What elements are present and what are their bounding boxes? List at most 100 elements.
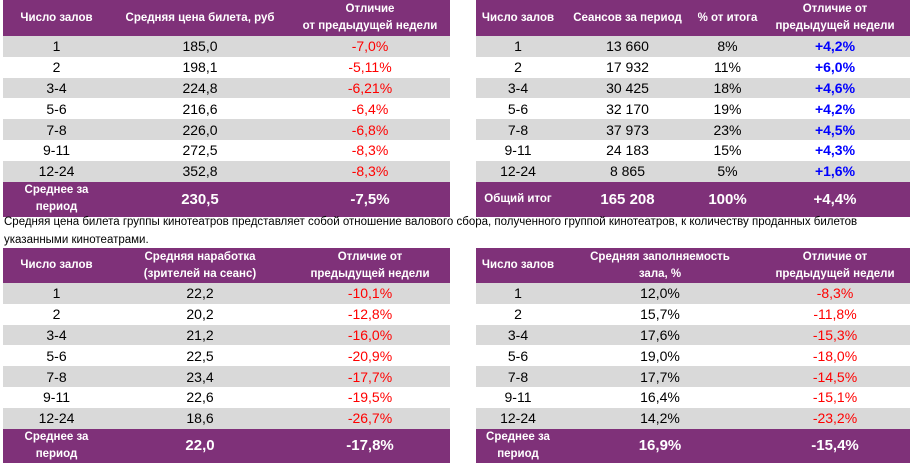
table-cell: -15,3% [760, 324, 910, 346]
avg-attendance-table: Число залов Средняя наработка (зрителей н… [3, 248, 450, 463]
table-row: 3-4 21,2 -16,0% [3, 324, 450, 346]
table-cell: 24 183 [560, 139, 695, 161]
total-cell: Среднее за период [3, 428, 110, 463]
table-cell: 2 [3, 303, 110, 325]
table-cell: 7-8 [476, 119, 560, 140]
table-row: 12-24 352,8 -8,3% [3, 160, 450, 182]
table-cell: 352,8 [110, 160, 290, 182]
table-cell: 12-24 [476, 160, 560, 182]
table-cell: 8% [695, 36, 760, 57]
table-cell: -6,8% [290, 119, 450, 140]
table-cell: 23,4 [110, 366, 290, 387]
table-cell: +4,5% [760, 119, 910, 140]
column-header: Отличие от предыдущей недели [760, 0, 910, 36]
table-cell: 17,7% [560, 366, 760, 387]
total-cell: -7,5% [290, 181, 450, 217]
total-cell: Среднее за период [3, 181, 110, 217]
table-row: 12-24 14,2% -23,2% [476, 407, 910, 429]
table-row: 2 198,1 -5,11% [3, 56, 450, 78]
table-cell: 5-6 [476, 98, 560, 120]
table-cell: 2 [476, 56, 560, 78]
total-cell: -15,4% [760, 428, 910, 463]
table-row: 3-4 224,8 -6,21% [3, 77, 450, 99]
total-cell: 100% [695, 181, 760, 217]
table-cell: 7-8 [3, 366, 110, 387]
avg-ticket-price-table: Число залов Средняя цена билета, руб Отлич… [3, 0, 450, 217]
column-header: Число залов [3, 0, 110, 36]
table-cell: 5-6 [476, 345, 560, 367]
table-cell: -6,4% [290, 98, 450, 120]
column-header: Средняя цена билета, руб [110, 0, 290, 36]
table-cell: 17,6% [560, 324, 760, 346]
table-cell: 2 [3, 56, 110, 78]
table-cell: 2 [476, 303, 560, 325]
header-row: Число залов Сеансов за период% от итога От… [476, 0, 910, 36]
table-row: 7-8 17,7% -14,5% [476, 366, 910, 387]
table-cell: 19% [695, 98, 760, 120]
table-row: 3-4 30 425 18% +4,6% [476, 77, 910, 99]
column-header: Отличие от предыдущей недели [760, 248, 910, 283]
table-row: 9-11 24 183 15% +4,3% [476, 139, 910, 161]
table-cell: 3-4 [476, 77, 560, 99]
table-cell: 1 [476, 36, 560, 57]
table-cell: +4,2% [760, 98, 910, 120]
table-cell: 5-6 [3, 345, 110, 367]
total-cell: -17,8% [290, 428, 450, 463]
table-cell: 8 865 [560, 160, 695, 182]
total-row: Среднее за период 230,5 -7,5% [3, 181, 450, 217]
table-cell: 1 [3, 36, 110, 57]
table-cell: -23,2% [760, 407, 910, 429]
table-row: 12-24 18,6 -26,7% [3, 407, 450, 429]
total-row: Общий итог 165 208 100% +4,4% [476, 181, 910, 217]
table-row: 1 185,0 -7,0% [3, 36, 450, 57]
table-cell: 12-24 [3, 407, 110, 429]
sessions-table: Число залов Сеансов за период% от итога От… [476, 0, 910, 217]
table-cell: 226,0 [110, 119, 290, 140]
table-row: 5-6 19,0% -18,0% [476, 345, 910, 367]
column-header: Отличие от предыдущей недели [290, 248, 450, 283]
table-cell: 185,0 [110, 36, 290, 57]
table-cell: 18,6 [110, 407, 290, 429]
table-cell: 37 973 [560, 119, 695, 140]
table-cell: 9-11 [3, 139, 110, 161]
table-row: 7-8 37 973 23% +4,5% [476, 119, 910, 140]
table-cell: -8,3% [290, 160, 450, 182]
table-cell: 216,6 [110, 98, 290, 120]
table-cell: +4,2% [760, 36, 910, 57]
table-cell: -14,5% [760, 366, 910, 387]
table-row: 12-24 8 865 5% +1,6% [476, 160, 910, 182]
table-cell: 18% [695, 77, 760, 99]
table-cell: 3-4 [3, 77, 110, 99]
table-cell: 5-6 [3, 98, 110, 120]
table-cell: -6,21% [290, 77, 450, 99]
table-cell: -10,1% [290, 283, 450, 304]
table-cell: 12-24 [3, 160, 110, 182]
table-cell: 3-4 [476, 324, 560, 346]
table-cell: -12,8% [290, 303, 450, 325]
table-row: 9-11 16,4% -15,1% [476, 386, 910, 408]
table-cell: -18,0% [760, 345, 910, 367]
total-row: Среднее за период 22,0 -17,8% [3, 428, 450, 463]
table-row: 5-6 216,6 -6,4% [3, 98, 450, 120]
column-header: Средняя заполняемость зала, % [560, 248, 760, 283]
column-header: Средняя наработка (зрителей на сеанс) [110, 248, 290, 283]
table-cell: 14,2% [560, 407, 760, 429]
table-cell: 11% [695, 56, 760, 78]
table-cell: -5,11% [290, 56, 450, 78]
total-cell: +4,4% [760, 181, 910, 217]
table-row: 9-11 22,6 -19,5% [3, 386, 450, 408]
header-row: Число залов Средняя заполняемость зала, %… [476, 248, 910, 283]
table-cell: 17 932 [560, 56, 695, 78]
table-cell: 3-4 [3, 324, 110, 346]
total-cell: 165 208 [560, 181, 695, 217]
table-cell: -15,1% [760, 386, 910, 408]
table-cell: 12,0% [560, 283, 760, 304]
table-cell: +6,0% [760, 56, 910, 78]
table-row: 5-6 22,5 -20,9% [3, 345, 450, 367]
total-cell: 230,5 [110, 181, 290, 217]
table-cell: 7-8 [3, 119, 110, 140]
table-cell: 20,2 [110, 303, 290, 325]
table-cell: +4,6% [760, 77, 910, 99]
table-row: 2 20,2 -12,8% [3, 303, 450, 325]
table-cell: 15% [695, 139, 760, 161]
